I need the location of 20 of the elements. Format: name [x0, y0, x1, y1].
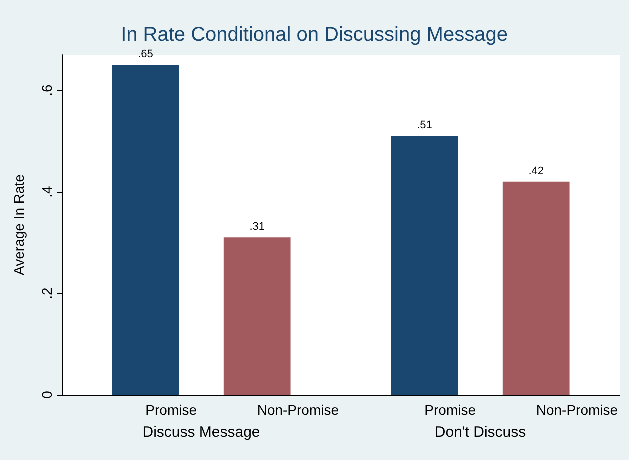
bar	[391, 136, 458, 395]
bar	[112, 65, 180, 395]
y-tick-label: .4	[39, 186, 55, 198]
x-tick-label: Don't Discuss	[434, 424, 526, 441]
text: Non-Promise	[536, 402, 618, 418]
x-tick-label: Discuss Message	[142, 424, 260, 441]
data-label: .51	[417, 120, 432, 132]
chart-title: In Rate Conditional on Discussing Message	[121, 24, 508, 46]
series-label: Promise	[146, 402, 198, 418]
data-label: .42	[528, 165, 544, 178]
data-label: .65	[138, 48, 154, 61]
bar	[502, 182, 570, 395]
series-label: Non-Promise	[257, 402, 340, 418]
text: Promise	[424, 402, 476, 418]
y-axis-title: Average In Rate	[11, 174, 27, 276]
y-tick-label: 0	[39, 390, 55, 399]
data-label: .31	[250, 221, 265, 234]
bar	[224, 238, 291, 395]
y-tick-label: .6	[39, 84, 55, 96]
y-tick-label: .2	[39, 287, 55, 300]
